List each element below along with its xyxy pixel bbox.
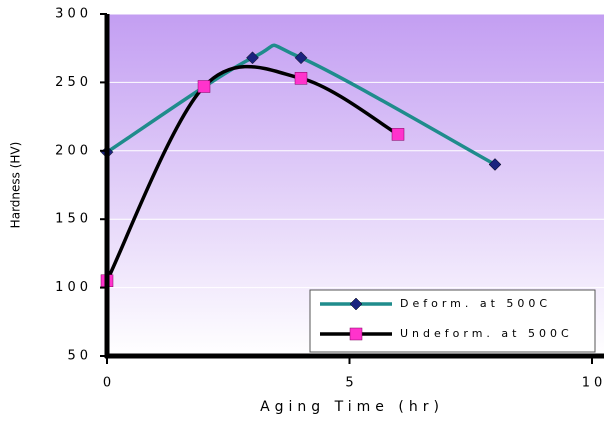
data-point bbox=[294, 72, 308, 85]
data-point bbox=[294, 51, 308, 65]
x-tick-label: 10 bbox=[582, 376, 606, 391]
series-line bbox=[105, 64, 399, 282]
x-tick-label: 0 bbox=[103, 376, 115, 391]
data-point bbox=[246, 51, 259, 65]
y-tick-label: 150 bbox=[55, 212, 92, 227]
legend-label: Deform. at 500C bbox=[400, 297, 551, 310]
y-axis-label: Hardness (HV) bbox=[9, 142, 23, 229]
y-tick-label: 300 bbox=[55, 7, 92, 22]
data-point bbox=[391, 128, 405, 141]
series-line bbox=[106, 43, 496, 167]
legend-marker bbox=[349, 327, 363, 341]
y-tick-label: 100 bbox=[55, 280, 92, 295]
y-tick-label: 250 bbox=[55, 75, 92, 90]
data-point bbox=[197, 80, 211, 93]
x-axis-label: Aging Time (hr) bbox=[260, 399, 444, 415]
legend-label: Undeform. at 500C bbox=[400, 327, 573, 340]
y-tick-label: 200 bbox=[55, 143, 92, 158]
y-tick-label: 50 bbox=[67, 349, 92, 364]
x-tick-label: 5 bbox=[345, 376, 357, 391]
legend-marker bbox=[349, 297, 363, 311]
data-point bbox=[488, 158, 502, 171]
